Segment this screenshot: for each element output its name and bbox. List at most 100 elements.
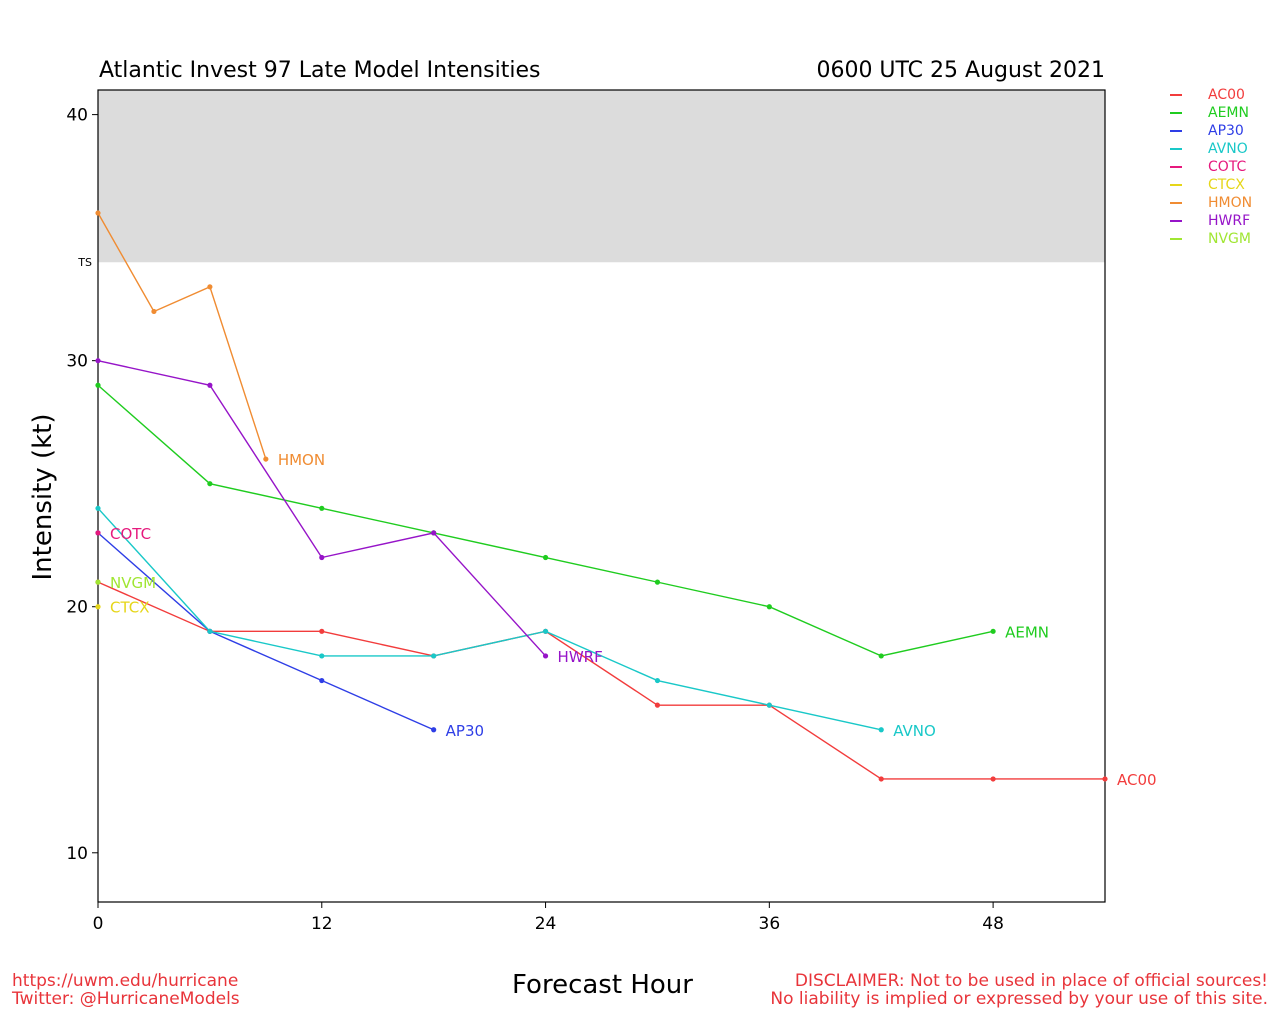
data-point-hmon bbox=[263, 456, 269, 462]
data-point-aemn bbox=[95, 382, 101, 388]
series-end-label-avno: AVNO bbox=[893, 722, 936, 740]
data-point-aemn bbox=[990, 628, 996, 634]
series-line-ac00 bbox=[97, 581, 1105, 780]
legend-swatch bbox=[1170, 94, 1182, 96]
legend-item-nvgm: NVGM bbox=[1170, 230, 1252, 248]
data-point-hwrf bbox=[431, 530, 437, 536]
data-point-hmon bbox=[151, 308, 157, 315]
series-end-label-aemn: AEMN bbox=[1005, 623, 1049, 641]
disclaimer-line-1: DISCLAIMER: Not to be used in place of o… bbox=[794, 971, 1268, 991]
series-end-label-nvgm: NVGM bbox=[110, 574, 156, 592]
chart-datetime: 0600 UTC 25 August 2021 bbox=[816, 58, 1105, 83]
data-point-aemn bbox=[319, 505, 325, 511]
series-line-hmon bbox=[97, 212, 267, 460]
data-point-aemn bbox=[878, 653, 884, 659]
data-point-ac00 bbox=[990, 776, 996, 782]
y-axis-label: Intensity (kt) bbox=[28, 413, 58, 581]
legend-item-cotc: COTC bbox=[1170, 158, 1252, 176]
y-tick-label: 20 bbox=[66, 598, 88, 618]
footer-credits: https://uwm.edu/hurricane Twitter: @Hurr… bbox=[12, 972, 240, 1008]
data-point-aemn bbox=[654, 579, 661, 585]
data-point-hmon bbox=[207, 284, 213, 290]
data-point-aemn bbox=[207, 481, 213, 487]
data-point-ac00 bbox=[654, 702, 661, 708]
data-point-hwrf bbox=[95, 358, 101, 364]
x-tick-label: 36 bbox=[759, 914, 781, 934]
ts-band bbox=[98, 90, 1105, 263]
data-point-avno bbox=[654, 677, 661, 684]
legend-label: AEMN bbox=[1208, 105, 1249, 121]
legend-swatch bbox=[1170, 202, 1182, 204]
data-point-ap30 bbox=[319, 677, 325, 684]
chart-legend: AC00 AEMN AP30 AVNO COTC CTCX HMON HWRF NVGM bbox=[1170, 86, 1252, 248]
legend-label: HWRF bbox=[1208, 213, 1251, 229]
data-point-ap30 bbox=[431, 727, 437, 733]
legend-label: CTCX bbox=[1208, 177, 1245, 193]
series-line-avno bbox=[97, 507, 882, 731]
x-tick-label: 12 bbox=[311, 914, 333, 934]
legend-item-ctcx: CTCX bbox=[1170, 176, 1252, 194]
plot-frame bbox=[97, 89, 1106, 903]
legend-item-hmon: HMON bbox=[1170, 194, 1252, 212]
legend-item-avno: AVNO bbox=[1170, 140, 1252, 158]
legend-item-ac00: AC00 bbox=[1170, 86, 1252, 104]
y-tick-label: 40 bbox=[66, 106, 88, 126]
y-tick-label: 10 bbox=[66, 844, 88, 864]
series-line-ap30 bbox=[97, 532, 434, 731]
twitter-handle: Twitter: @HurricaneModels bbox=[12, 989, 240, 1009]
legend-item-aemn: AEMN bbox=[1170, 104, 1252, 122]
data-point-hwrf bbox=[319, 554, 325, 561]
data-point-aemn bbox=[766, 604, 772, 610]
legend-swatch bbox=[1170, 130, 1182, 132]
legend-label: AP30 bbox=[1208, 123, 1244, 139]
legend-swatch bbox=[1170, 112, 1182, 114]
legend-label: COTC bbox=[1208, 159, 1247, 175]
legend-swatch bbox=[1170, 238, 1182, 240]
legend-item-ap30: AP30 bbox=[1170, 122, 1252, 140]
legend-label: NVGM bbox=[1208, 231, 1251, 247]
x-tick-label: 0 bbox=[93, 914, 104, 934]
data-point-ctcx bbox=[95, 604, 101, 610]
series-end-label-ap30: AP30 bbox=[446, 722, 484, 740]
series-end-label-hmon: HMON bbox=[278, 451, 325, 469]
legend-swatch bbox=[1170, 184, 1182, 186]
x-tick-label: 24 bbox=[535, 914, 557, 934]
legend-label: AC00 bbox=[1208, 87, 1245, 103]
series-end-label-cotc: COTC bbox=[110, 525, 151, 543]
y-tick-label: 30 bbox=[66, 352, 88, 372]
x-tick-label: 48 bbox=[982, 914, 1004, 934]
data-point-cotc bbox=[95, 530, 101, 536]
data-point-avno bbox=[207, 628, 213, 634]
data-point-hwrf bbox=[207, 382, 213, 388]
data-point-hwrf bbox=[542, 653, 549, 659]
disclaimer: DISCLAIMER: Not to be used in place of o… bbox=[770, 972, 1268, 1008]
legend-label: AVNO bbox=[1208, 141, 1248, 157]
data-point-avno bbox=[542, 628, 549, 634]
legend-swatch bbox=[1170, 166, 1182, 168]
data-point-ac00 bbox=[878, 776, 884, 782]
data-point-avno bbox=[319, 653, 325, 659]
chart-title: Atlantic Invest 97 Late Model Intensitie… bbox=[99, 58, 541, 83]
data-point-avno bbox=[766, 702, 772, 708]
legend-swatch bbox=[1170, 148, 1182, 150]
data-point-avno bbox=[95, 505, 101, 511]
legend-swatch bbox=[1170, 220, 1182, 222]
data-point-hmon bbox=[95, 210, 101, 216]
series-line-aemn bbox=[97, 384, 994, 657]
data-point-nvgm bbox=[95, 579, 101, 585]
series-end-label-ac00: AC00 bbox=[1117, 771, 1157, 789]
series-end-label-hwrf: HWRF bbox=[558, 648, 603, 666]
x-axis-label: Forecast Hour bbox=[512, 970, 693, 1000]
data-point-avno bbox=[431, 653, 437, 659]
ts-band-label: TS bbox=[77, 256, 92, 269]
disclaimer-line-2: No liability is implied or expressed by … bbox=[770, 989, 1268, 1009]
data-point-aemn bbox=[542, 554, 549, 561]
legend-label: HMON bbox=[1208, 195, 1253, 211]
legend-item-hwrf: HWRF bbox=[1170, 212, 1252, 230]
data-point-avno bbox=[878, 727, 884, 733]
series-end-label-ctcx: CTCX bbox=[110, 599, 150, 617]
data-point-ac00 bbox=[319, 628, 325, 634]
website-link[interactable]: https://uwm.edu/hurricane bbox=[12, 971, 239, 991]
data-point-ac00 bbox=[1102, 776, 1108, 782]
